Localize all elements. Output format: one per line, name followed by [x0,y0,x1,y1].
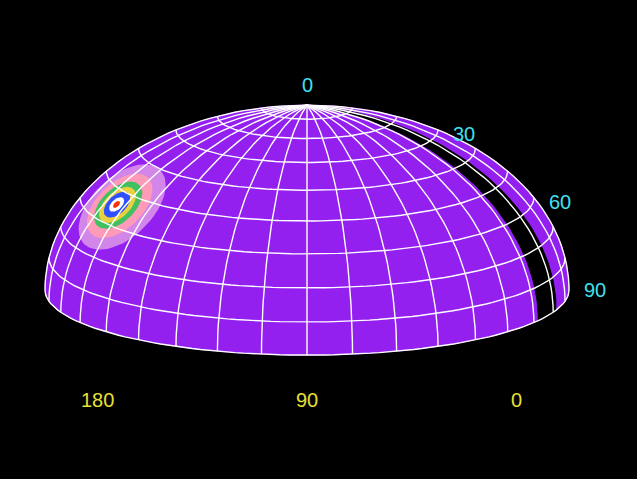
svg-text:90: 90 [296,389,318,411]
svg-text:30: 30 [453,123,475,145]
svg-text:0: 0 [302,74,313,96]
svg-text:90: 90 [584,279,606,301]
svg-text:180: 180 [81,389,114,411]
svg-text:60: 60 [549,191,571,213]
svg-text:0: 0 [511,389,522,411]
